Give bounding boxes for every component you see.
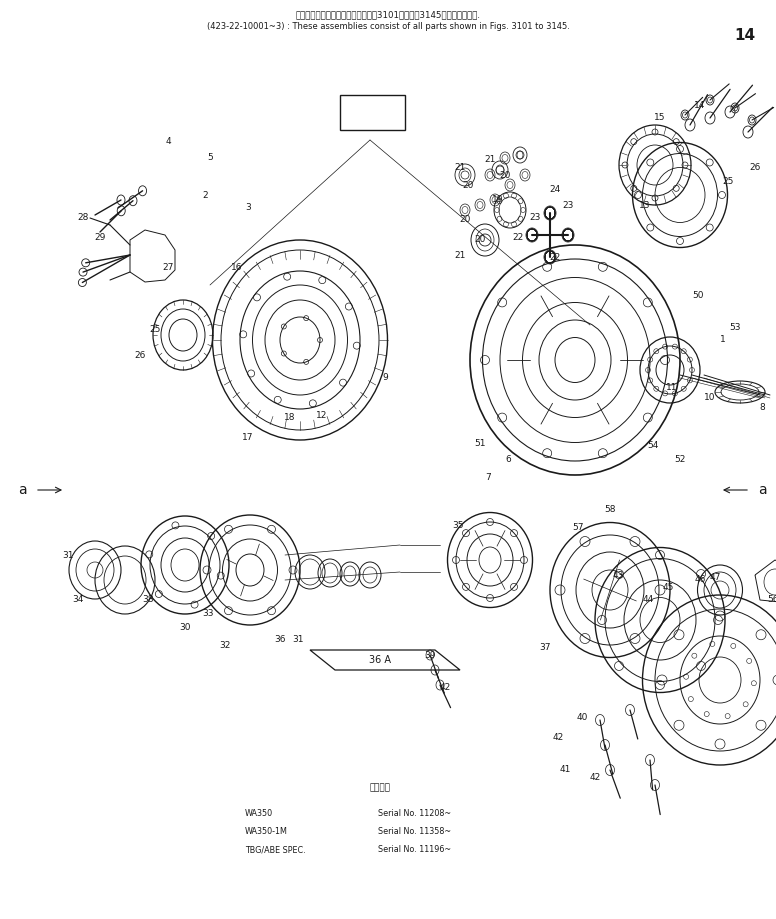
Text: 22: 22 xyxy=(512,233,524,243)
Text: WA350: WA350 xyxy=(245,810,273,819)
Text: 44: 44 xyxy=(643,596,653,605)
Text: これらのアセンブリの構成部品は第3101図から第3145図まで含みます.: これらのアセンブリの構成部品は第3101図から第3145図まで含みます. xyxy=(296,10,480,19)
Text: 31: 31 xyxy=(293,636,303,644)
Text: 36 A: 36 A xyxy=(369,655,391,665)
Text: 36: 36 xyxy=(274,636,286,644)
Text: 35: 35 xyxy=(452,520,464,529)
Text: 20: 20 xyxy=(499,171,511,179)
Text: 41: 41 xyxy=(559,766,570,775)
Text: 12: 12 xyxy=(317,411,327,419)
Text: 53: 53 xyxy=(729,323,741,333)
Text: 20: 20 xyxy=(474,235,486,244)
Text: 43: 43 xyxy=(612,571,624,580)
Text: 16: 16 xyxy=(231,264,243,273)
Text: 19: 19 xyxy=(492,196,504,205)
FancyBboxPatch shape xyxy=(340,95,405,130)
Text: 52: 52 xyxy=(674,456,686,464)
Text: 30: 30 xyxy=(179,623,191,632)
Text: 40: 40 xyxy=(577,713,587,722)
Text: (423-22-10001~3) : These assemblies consist of all parts shown in Figs. 3101 to : (423-22-10001~3) : These assemblies cons… xyxy=(206,22,570,31)
Text: 25: 25 xyxy=(149,325,161,335)
Text: 23: 23 xyxy=(563,200,573,210)
Text: FWD: FWD xyxy=(358,107,386,117)
Text: 6: 6 xyxy=(505,456,511,464)
Text: 42: 42 xyxy=(590,774,601,782)
Text: 3: 3 xyxy=(245,203,251,212)
Text: 37: 37 xyxy=(539,643,551,652)
Text: 5: 5 xyxy=(207,153,213,163)
Text: 21: 21 xyxy=(484,155,496,165)
Text: Serial No. 11358~: Serial No. 11358~ xyxy=(378,827,451,836)
Text: a: a xyxy=(757,483,767,497)
Text: 20: 20 xyxy=(462,180,473,189)
Text: 15: 15 xyxy=(654,114,666,122)
Text: 29: 29 xyxy=(95,233,106,243)
Text: 20: 20 xyxy=(459,215,471,224)
Text: 18: 18 xyxy=(284,414,296,423)
Text: 31: 31 xyxy=(62,550,74,560)
Text: 9: 9 xyxy=(382,373,388,382)
Text: 46: 46 xyxy=(695,575,705,584)
Text: 57: 57 xyxy=(572,524,584,532)
Text: 42: 42 xyxy=(553,733,563,743)
Text: 38: 38 xyxy=(142,596,154,605)
Text: WA350-1M: WA350-1M xyxy=(245,827,288,836)
Text: 51: 51 xyxy=(474,438,486,448)
Text: 17: 17 xyxy=(242,433,254,441)
Text: 7: 7 xyxy=(485,473,491,482)
Text: 39: 39 xyxy=(424,651,436,660)
Text: 54: 54 xyxy=(647,440,659,449)
Text: 1: 1 xyxy=(720,335,726,345)
Text: 8: 8 xyxy=(759,403,765,413)
Text: 4: 4 xyxy=(165,138,171,146)
Text: a: a xyxy=(18,483,26,497)
Text: 58: 58 xyxy=(605,505,615,515)
Text: 32: 32 xyxy=(220,641,230,650)
Text: 11: 11 xyxy=(667,383,677,392)
Text: 21: 21 xyxy=(454,164,466,173)
Text: 2: 2 xyxy=(203,190,208,199)
Text: 14: 14 xyxy=(734,28,756,42)
Text: 33: 33 xyxy=(203,608,213,618)
Text: 45: 45 xyxy=(662,584,674,593)
Text: 42: 42 xyxy=(439,684,451,693)
Text: 50: 50 xyxy=(692,290,704,300)
Text: 23: 23 xyxy=(529,213,541,222)
Text: 10: 10 xyxy=(705,393,715,403)
Text: 47: 47 xyxy=(709,573,721,583)
Text: 56: 56 xyxy=(767,596,776,605)
Text: 26: 26 xyxy=(134,350,146,359)
Text: 24: 24 xyxy=(549,186,560,195)
Text: 14: 14 xyxy=(695,100,705,109)
Text: 34: 34 xyxy=(72,596,84,605)
Text: 25: 25 xyxy=(722,177,733,187)
Text: 適用号等: 適用号等 xyxy=(369,784,390,792)
Text: 27: 27 xyxy=(162,264,174,273)
Text: 26: 26 xyxy=(750,164,760,173)
Text: 13: 13 xyxy=(639,200,651,210)
Text: TBG/ABE SPEC.: TBG/ABE SPEC. xyxy=(245,845,306,855)
Text: Serial No. 11208~: Serial No. 11208~ xyxy=(378,810,451,819)
Text: 21: 21 xyxy=(454,251,466,259)
Text: 22: 22 xyxy=(549,254,560,263)
Text: Serial No. 11196~: Serial No. 11196~ xyxy=(378,845,451,855)
Text: 28: 28 xyxy=(78,213,88,222)
